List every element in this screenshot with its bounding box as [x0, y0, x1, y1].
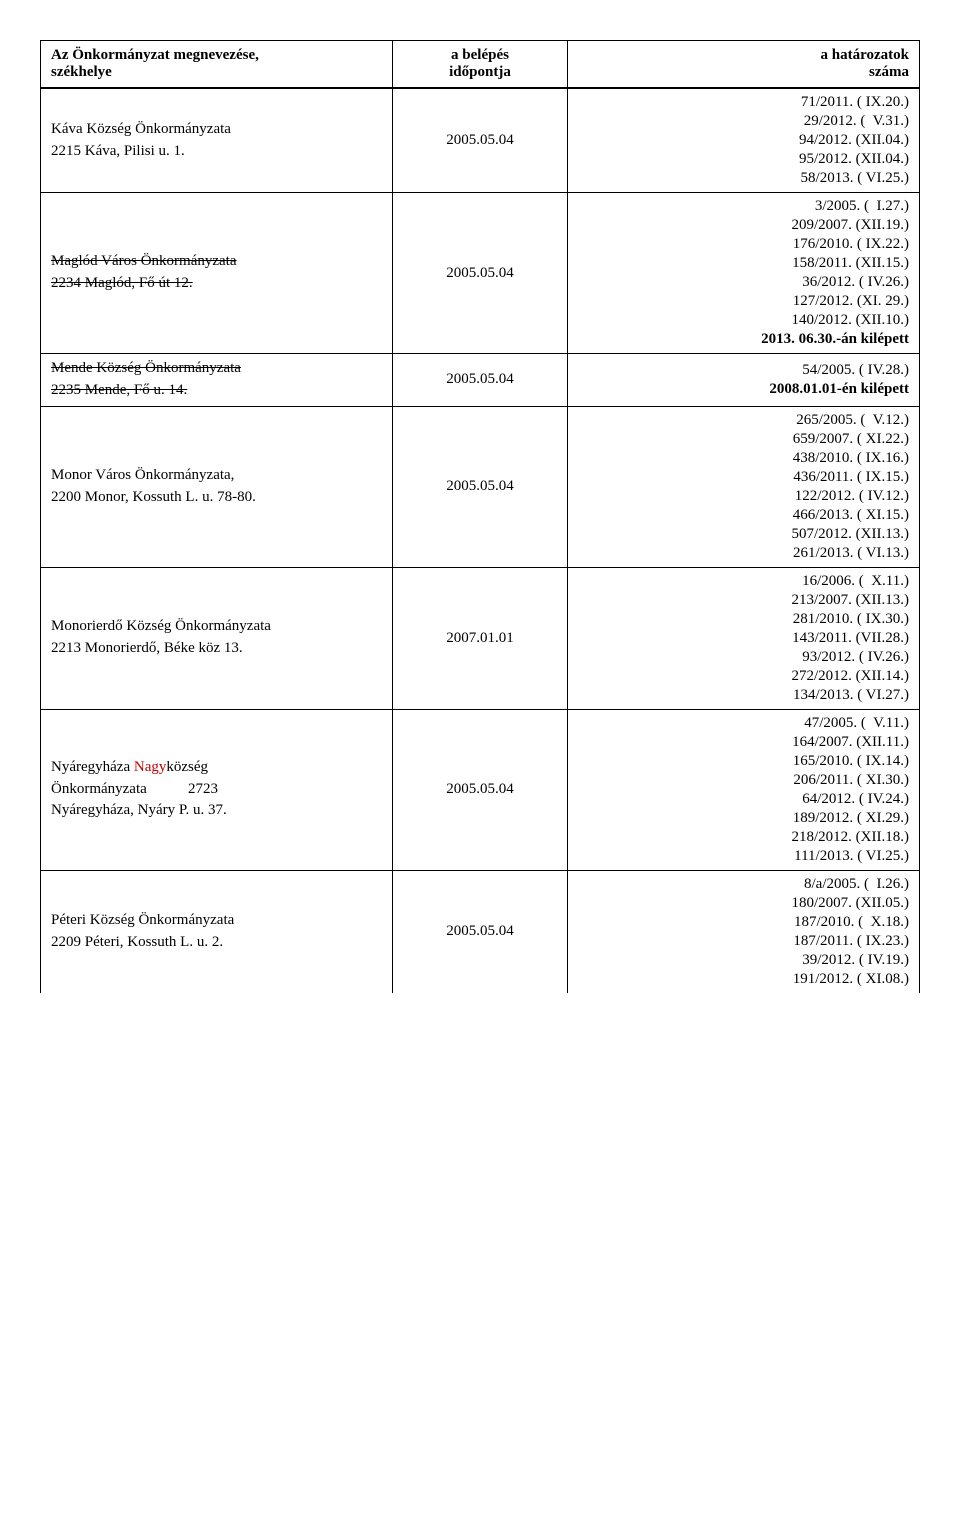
- resolution-line: 16/2006. ( X.11.): [578, 572, 909, 591]
- resolution-line: 127/2012. (XI. 29.): [578, 292, 909, 311]
- cell-name: Monorierdő Község Önkormányzata2213 Mono…: [41, 567, 393, 709]
- header-res-line1: a határozatok: [821, 47, 909, 63]
- resolution-line: 213/2007. (XII.13.): [578, 591, 909, 610]
- table-row: Maglód Város Önkormányzata2234 Maglód, F…: [41, 193, 920, 354]
- resolution-line: 281/2010. ( IX.30.): [578, 610, 909, 629]
- table-row: Káva Község Önkormányzata2215 Káva, Pili…: [41, 88, 920, 193]
- cell-name: Nyáregyháza NagyközségÖnkormányzata 2723…: [41, 709, 393, 870]
- resolution-line: 93/2012. ( IV.26.): [578, 648, 909, 667]
- document-page: Az Önkormányzat megnevezése, székhelye a…: [40, 40, 920, 993]
- resolution-line: 180/2007. (XII.05.): [578, 894, 909, 913]
- table-row: Nyáregyháza NagyközségÖnkormányzata 2723…: [41, 709, 920, 870]
- resolution-line: 206/2011. ( XI.30.): [578, 771, 909, 790]
- resolution-line: 94/2012. (XII.04.): [578, 131, 909, 150]
- resolution-line: 158/2011. (XII.15.): [578, 254, 909, 273]
- cell-name: Maglód Város Önkormányzata2234 Maglód, F…: [41, 193, 393, 354]
- resolution-line: 187/2011. ( IX.23.): [578, 932, 909, 951]
- resolution-line: 272/2012. (XII.14.): [578, 667, 909, 686]
- cell-resolutions: 8/a/2005. ( I.26.)180/2007. (XII.05.)187…: [568, 870, 920, 993]
- resolution-line: 143/2011. (VII.28.): [578, 629, 909, 648]
- cell-name: Monor Város Önkormányzata,2200 Monor, Ko…: [41, 406, 393, 567]
- resolution-line: 64/2012. ( IV.24.): [578, 790, 909, 809]
- resolution-line: 134/2013. ( VI.27.): [578, 686, 909, 705]
- cell-resolutions: 47/2005. ( V.11.)164/2007. (XII.11.)165/…: [568, 709, 920, 870]
- resolution-line: 438/2010. ( IX.16.): [578, 449, 909, 468]
- resolution-line: 265/2005. ( V.12.): [578, 411, 909, 430]
- resolution-line: 71/2011. ( IX.20.): [578, 93, 909, 112]
- cell-resolutions: 71/2011. ( IX.20.) 29/2012. ( V.31.) 94/…: [568, 88, 920, 193]
- resolution-line: 95/2012. (XII.04.): [578, 150, 909, 169]
- table-row: Monorierdő Község Önkormányzata2213 Mono…: [41, 567, 920, 709]
- resolution-line: 29/2012. ( V.31.): [578, 112, 909, 131]
- header-date: a belépés időpontja: [392, 41, 568, 89]
- header-name-line2: székhelye: [51, 64, 112, 80]
- cell-name: Káva Község Önkormányzata2215 Káva, Pili…: [41, 88, 393, 193]
- header-res: a határozatok száma: [568, 41, 920, 89]
- resolution-line: 122/2012. ( IV.12.): [578, 487, 909, 506]
- header-res-line2: száma: [869, 64, 909, 80]
- cell-resolutions: 16/2006. ( X.11.)213/2007. (XII.13.)281/…: [568, 567, 920, 709]
- table-body: Káva Község Önkormányzata2215 Káva, Pili…: [41, 88, 920, 993]
- resolution-line: 466/2013. ( XI.15.): [578, 506, 909, 525]
- cell-date: 2005.05.04: [392, 870, 568, 993]
- resolution-line: 140/2012. (XII.10.): [578, 311, 909, 330]
- cell-resolutions: 265/2005. ( V.12.)659/2007. ( XI.22.)438…: [568, 406, 920, 567]
- table-row: Mende Község Önkormányzata2235 Mende, Fő…: [41, 354, 920, 407]
- header-name: Az Önkormányzat megnevezése, székhelye: [41, 41, 393, 89]
- resolution-line: 165/2010. ( IX.14.): [578, 752, 909, 771]
- resolution-line: 8/a/2005. ( I.26.): [578, 875, 909, 894]
- resolution-line: 39/2012. ( IV.19.): [578, 951, 909, 970]
- table-row: Péteri Község Önkormányzata2209 Péteri, …: [41, 870, 920, 993]
- resolution-line: 436/2011. ( IX.15.): [578, 468, 909, 487]
- resolution-line: 659/2007. ( XI.22.): [578, 430, 909, 449]
- resolution-line: 507/2012. (XII.13.): [578, 525, 909, 544]
- resolution-line: 189/2012. ( XI.29.): [578, 809, 909, 828]
- header-date-line2: időpontja: [449, 64, 511, 80]
- resolution-line: 111/2013. ( VI.25.): [578, 847, 909, 866]
- cell-name: Mende Község Önkormányzata2235 Mende, Fő…: [41, 354, 393, 407]
- table-header-row: Az Önkormányzat megnevezése, székhelye a…: [41, 41, 920, 89]
- resolution-line: 47/2005. ( V.11.): [578, 714, 909, 733]
- cell-resolutions: 54/2005. ( IV.28.)2008.01.01-én kilépett: [568, 354, 920, 407]
- resolution-line: 191/2012. ( XI.08.): [578, 970, 909, 989]
- resolution-line: 3/2005. ( I.27.): [578, 197, 909, 216]
- cell-name: Péteri Község Önkormányzata2209 Péteri, …: [41, 870, 393, 993]
- cell-date: 2005.05.04: [392, 354, 568, 407]
- resolution-line: 209/2007. (XII.19.): [578, 216, 909, 235]
- header-date-line1: a belépés: [451, 47, 509, 63]
- resolution-line: 164/2007. (XII.11.): [578, 733, 909, 752]
- resolution-line: 36/2012. ( IV.26.): [578, 273, 909, 292]
- header-name-line1: Az Önkormányzat megnevezése,: [51, 47, 259, 63]
- resolution-line: 218/2012. (XII.18.): [578, 828, 909, 847]
- resolution-line: 187/2010. ( X.18.): [578, 913, 909, 932]
- cell-date: 2005.05.04: [392, 406, 568, 567]
- cell-resolutions: 3/2005. ( I.27.)209/2007. (XII.19.)176/2…: [568, 193, 920, 354]
- resolution-line: 176/2010. ( IX.22.): [578, 235, 909, 254]
- resolution-line: 54/2005. ( IV.28.): [578, 361, 909, 380]
- cell-date: 2005.05.04: [392, 88, 568, 193]
- cell-date: 2005.05.04: [392, 193, 568, 354]
- main-table: Az Önkormányzat megnevezése, székhelye a…: [40, 40, 920, 993]
- cell-date: 2007.01.01: [392, 567, 568, 709]
- resolution-line: 58/2013. ( VI.25.): [578, 169, 909, 188]
- cell-date: 2005.05.04: [392, 709, 568, 870]
- kilepett-line: 2008.01.01-én kilépett: [578, 380, 909, 399]
- kilepett-line: 2013. 06.30.-án kilépett: [578, 330, 909, 349]
- resolution-line: 261/2013. ( VI.13.): [578, 544, 909, 563]
- table-row: Monor Város Önkormányzata,2200 Monor, Ko…: [41, 406, 920, 567]
